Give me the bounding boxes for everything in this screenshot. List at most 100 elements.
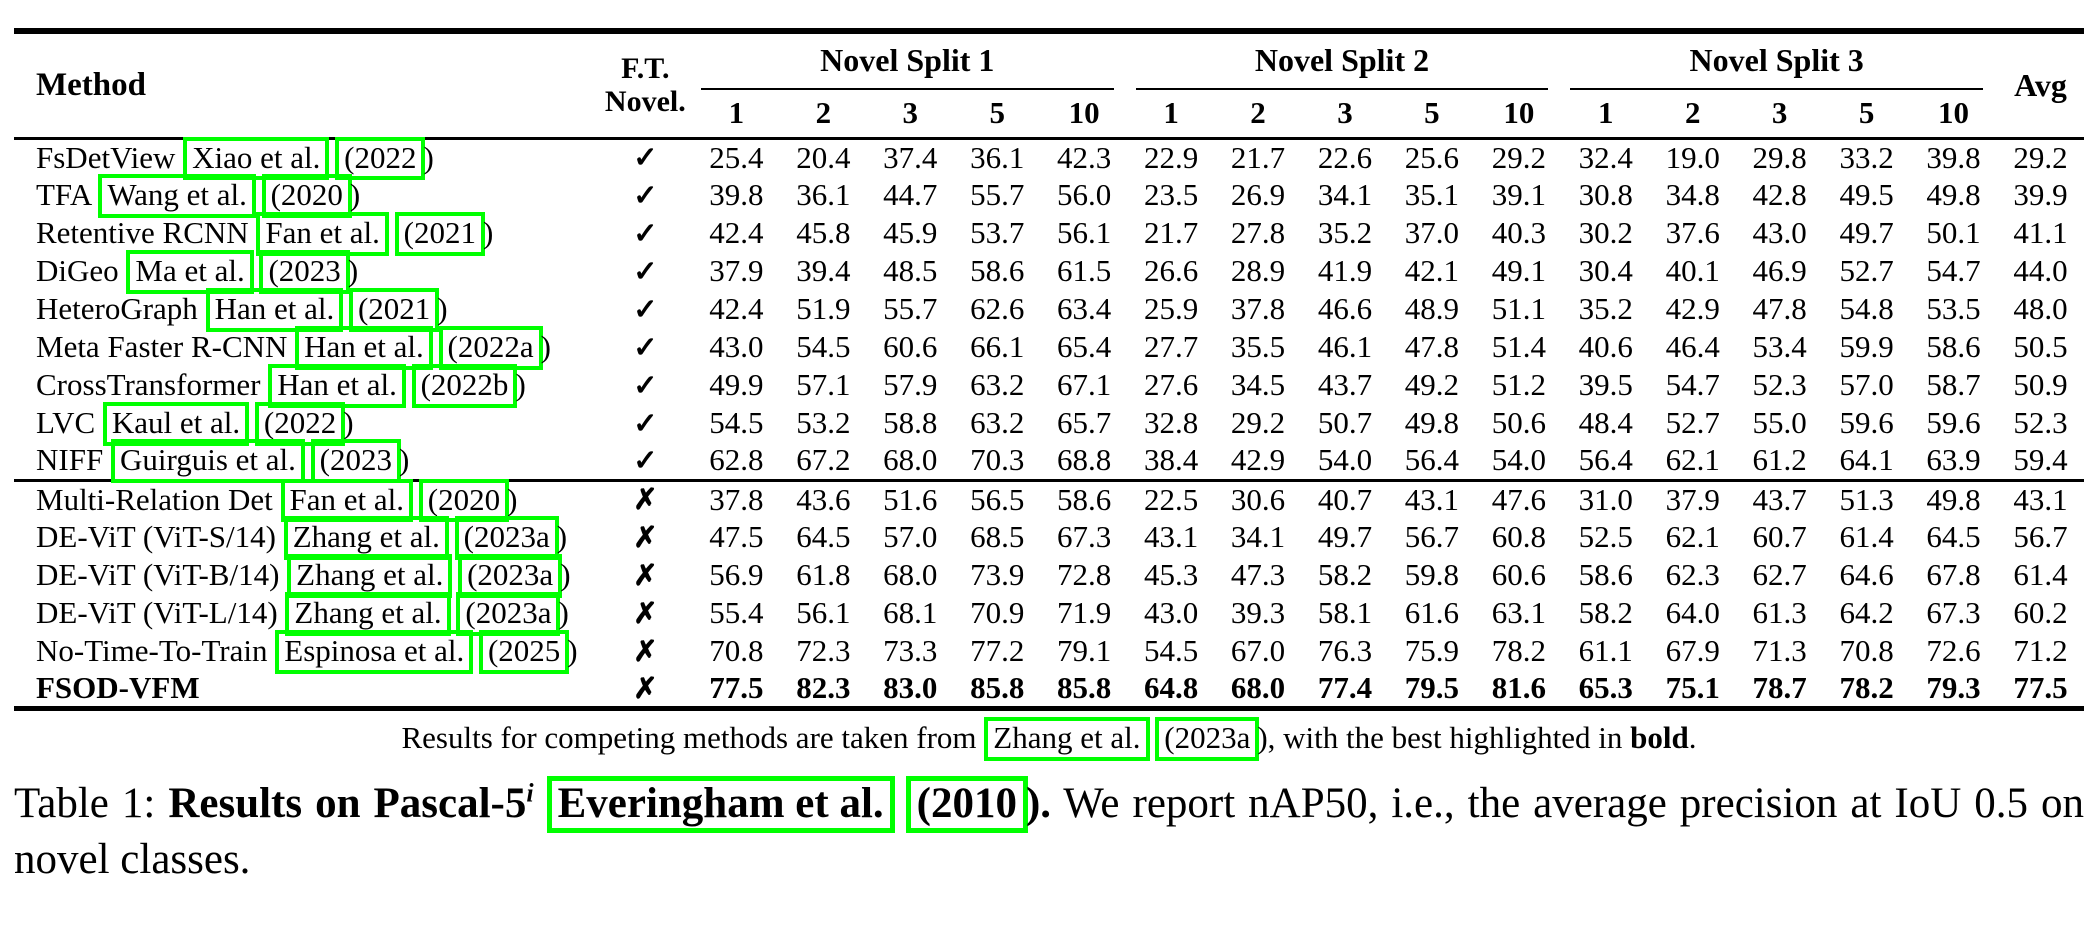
table-row: NIFF Guirguis et al. (2023) ✓ 62.8 67.2 68.0… [14,439,2084,483]
citation-close-paren: ) [437,291,448,326]
value-cell: 41.9 [1317,253,1373,288]
citation-author-link[interactable]: Zhang et al. [283,516,449,560]
value-cell: 59.4 [2013,442,2068,478]
method-cell: DE-ViT (ViT-S/14) Zhang et al. (2023a) [14,516,598,560]
value-cell: 43.7 [1736,478,1824,518]
footnote-text-pre: Results for competing methods are taken … [401,720,985,755]
footnote-citation-year-link[interactable]: (2023a [1155,717,1260,761]
citation-author-link[interactable]: Han et al. [268,364,406,408]
method-name: LVC [36,405,96,440]
value-cell: 22.6 [1317,139,1373,175]
value-cell: 46.9 [1752,253,1807,288]
value-cell: 85.8 [1057,670,1112,705]
value-cell: 71.9 [1057,595,1112,630]
citation-year-link[interactable]: (2023a [454,516,559,560]
citation-year-link[interactable]: (2022b [411,364,518,408]
value-cell: 37.9 [709,253,764,288]
shot-header: 2 [1649,90,1737,140]
value-cell: 43.7 [1317,367,1373,402]
value-cell: 65.3 [1578,670,1633,705]
value-cell: 62.1 [1665,442,1720,478]
method-cell: Multi-Relation Det Fan et al. (2020) [14,478,598,523]
value-cell: 50.5 [2013,329,2068,364]
value-cell: 55.7 [970,177,1025,212]
value-cell: 37.4 [883,139,938,175]
citation-year-link[interactable]: (2022a [438,326,543,370]
value-cell: 60.6 [883,329,938,364]
value-cell: 43.1 [1997,478,2084,518]
value-cell: 77.2 [970,633,1025,668]
citation-close-paren: ) [515,367,526,402]
value-cell: 68.5 [970,519,1025,554]
citation-author-link[interactable]: Fan et al. [256,212,389,256]
ft-line1: F.T. [621,52,670,86]
value-cell: 50.6 [1491,405,1546,440]
value-cell: 22.5 [1127,478,1215,518]
citation-year-link[interactable]: (2023 [310,439,401,483]
value-cell: 78.2 [1839,670,1894,705]
value-cell: 33.2 [1839,139,1894,175]
value-cell: 39.3 [1230,595,1286,630]
value-cell: 57.9 [883,367,938,402]
citation-author-link[interactable]: Han et al. [295,326,433,370]
value-cell: 61.1 [1578,633,1633,668]
citation-author-link[interactable]: Espinosa et al. [275,630,474,674]
citation-year-link[interactable]: (2023a [458,554,563,598]
citation-year-link[interactable]: (2020 [261,174,352,218]
citation-author-link[interactable]: Han et al. [205,288,344,332]
column-header-method: Method [14,31,598,140]
citation-author-link[interactable]: Ma et al. [126,250,254,294]
value-cell: 78.7 [1752,670,1807,705]
value-cell: 56.4 [1578,442,1633,478]
ft-check-icon: ✓ [633,444,658,477]
shot-header: 3 [1301,90,1389,140]
value-cell: 53.7 [970,215,1025,250]
value-cell: 56.1 [796,595,851,630]
citation-author-link[interactable]: Xiao et al. [183,136,330,181]
value-cell: 63.2 [970,367,1025,402]
method-cell: No-Time-To-Train Espinosa et al. (2025) [14,630,598,674]
value-cell: 53.4 [1752,329,1807,364]
citation-year-link[interactable]: (2020 [418,478,510,523]
citation-year-link[interactable]: (2025 [478,630,570,674]
value-cell: 45.8 [796,215,851,250]
value-cell: 25.4 [709,139,764,175]
caption-citation-year-link[interactable]: (2010 [905,776,1028,834]
citation-author-link[interactable]: Fan et al. [280,478,414,523]
citation-year-link[interactable]: (2021 [394,212,485,256]
method-name: Multi-Relation Det [36,481,273,517]
value-cell: 36.1 [796,177,851,212]
citation-author-link[interactable]: Zhang et al. [285,592,451,636]
value-cell: 39.8 [1926,139,1981,175]
value-cell: 46.6 [1317,291,1373,326]
value-cell: 37.9 [1649,478,1737,518]
value-cell: 26.6 [1143,253,1199,288]
footnote-citation-author-link[interactable]: Zhang et al. [984,717,1150,761]
citation-year-link[interactable]: (2021 [348,288,440,332]
citation-author-link[interactable]: Wang et al. [98,174,256,218]
ft-cross-icon: ✗ [633,635,658,668]
citation-author-link[interactable]: Guirguis et al. [110,439,305,483]
table-row: No-Time-To-Train Espinosa et al. (2025) ✗… [14,630,2084,674]
citation-year-link[interactable]: (2023a [456,592,561,636]
value-cell: 52.7 [1665,405,1720,440]
shot-header: 1 [1562,90,1650,140]
value-cell: 51.2 [1491,367,1546,402]
method-name: Retentive RCNN [36,215,249,250]
value-cell: 35.5 [1230,329,1286,364]
value-cell: 49.7 [1839,215,1894,250]
value-cell: 31.0 [1562,478,1650,518]
value-cell: 21.7 [1143,215,1199,250]
ft-check-icon: ✓ [633,331,658,364]
caption-citation-author-link[interactable]: Everingham et al. [546,776,895,834]
citation-year-link[interactable]: (2023 [259,250,350,294]
method-cell: DE-ViT (ViT-B/14) Zhang et al. (2023a) [14,554,598,598]
value-cell: 52.5 [1578,519,1633,554]
value-cell: 67.2 [796,442,851,478]
citation-author-link[interactable]: Kaul et al. [102,402,250,446]
citation-author-link[interactable]: Zhang et al. [287,554,453,598]
value-cell: 67.1 [1057,367,1112,402]
value-cell: 58.6 [970,253,1025,288]
citation-year-link[interactable]: (2022 [335,136,426,181]
citation-year-link[interactable]: (2022 [254,402,346,446]
